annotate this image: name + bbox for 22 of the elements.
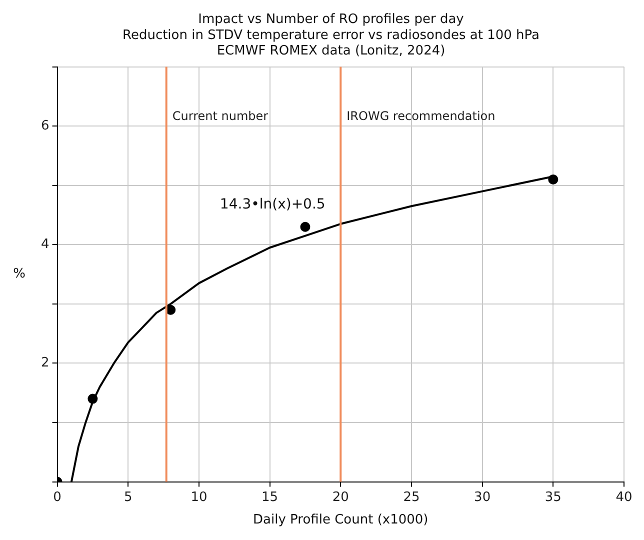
x-tick-label: 15 (262, 490, 278, 505)
annotation: 14.3•ln(x)+0.5 (220, 196, 326, 213)
point (548, 174, 558, 184)
x-tick-label: 10 (190, 490, 208, 505)
point (88, 394, 98, 404)
x-tick-label: 0 (53, 490, 62, 505)
chart-title: Impact vs Number of RO profiles per day (198, 12, 464, 28)
y-tick-label: 6 (40, 118, 50, 134)
x-axis-title: Daily Profile Count (x1000) (253, 512, 428, 528)
ref-line-label: IROWG recommendation (346, 108, 496, 123)
x-tick-label: 20 (332, 490, 349, 505)
x-tick-label: 30 (474, 490, 491, 505)
x-tick-label: 35 (544, 490, 562, 505)
ref-line-label: Current number (172, 108, 268, 123)
y-tick-label: 2 (40, 356, 50, 371)
x-tick-label: 40 (616, 490, 632, 505)
y-axis-title: % (13, 266, 26, 282)
y-tick-label: 4 (40, 237, 50, 252)
x-tick-label: 25 (403, 490, 420, 505)
x-tick-label: 5 (124, 490, 132, 505)
chart-subtitle: Reduction in STDV temperature error vs radiosondes at 100 hPa ECMWF ROMEX data (Lonitz, 2024) (122, 28, 540, 58)
point (300, 222, 310, 232)
